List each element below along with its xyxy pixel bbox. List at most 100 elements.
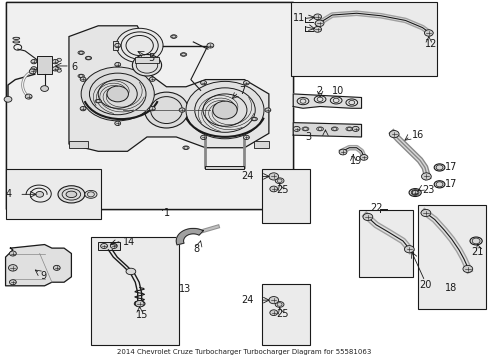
Text: 5: 5 — [148, 53, 154, 63]
Text: 19: 19 — [349, 156, 361, 166]
Circle shape — [52, 59, 58, 64]
Circle shape — [29, 69, 36, 74]
Text: 21: 21 — [470, 247, 483, 257]
Bar — [261, 284, 310, 345]
Text: 11: 11 — [293, 13, 305, 23]
Ellipse shape — [13, 41, 20, 43]
Circle shape — [80, 77, 86, 81]
Ellipse shape — [345, 99, 357, 106]
Text: 9: 9 — [41, 271, 47, 281]
Circle shape — [268, 173, 278, 180]
Ellipse shape — [66, 191, 77, 198]
Circle shape — [462, 265, 472, 273]
Text: 3: 3 — [305, 132, 311, 142]
Circle shape — [107, 86, 128, 102]
Text: 24: 24 — [241, 295, 253, 305]
Circle shape — [388, 131, 398, 138]
Circle shape — [81, 67, 154, 121]
Bar — [37, 56, 52, 74]
Circle shape — [8, 265, 17, 271]
Text: 16: 16 — [411, 130, 423, 140]
Circle shape — [185, 81, 264, 139]
Text: 7: 7 — [239, 86, 245, 96]
Text: 2014 Chevrolet Cruze Turbocharger Turbocharger Diagram for 55581063: 2014 Chevrolet Cruze Turbocharger Turboc… — [117, 349, 371, 355]
Circle shape — [269, 186, 277, 192]
Circle shape — [31, 67, 37, 71]
Ellipse shape — [170, 35, 177, 39]
Bar — [261, 169, 310, 223]
Text: 25: 25 — [276, 309, 288, 319]
Ellipse shape — [13, 37, 20, 40]
Bar — [290, 3, 436, 76]
Ellipse shape — [95, 99, 101, 103]
Circle shape — [315, 20, 324, 27]
Text: 20: 20 — [418, 280, 430, 290]
Circle shape — [206, 43, 213, 48]
Circle shape — [362, 213, 372, 221]
Ellipse shape — [57, 69, 61, 72]
Circle shape — [31, 59, 37, 64]
Circle shape — [269, 310, 277, 316]
Polygon shape — [5, 244, 71, 286]
Ellipse shape — [78, 51, 84, 54]
Polygon shape — [293, 94, 361, 108]
Text: 6: 6 — [71, 62, 78, 72]
Text: 17: 17 — [445, 179, 457, 189]
Bar — [113, 41, 118, 50]
Ellipse shape — [180, 53, 186, 56]
Text: 13: 13 — [179, 284, 191, 294]
Ellipse shape — [144, 92, 188, 128]
Circle shape — [411, 190, 417, 195]
Circle shape — [135, 301, 144, 307]
Bar — [91, 237, 178, 345]
Circle shape — [9, 280, 16, 285]
Bar — [69, 140, 88, 148]
Text: 24: 24 — [241, 171, 253, 181]
Polygon shape — [176, 228, 203, 245]
Circle shape — [313, 27, 321, 32]
Text: 10: 10 — [331, 86, 344, 96]
Ellipse shape — [433, 181, 444, 188]
Text: 18: 18 — [445, 283, 457, 293]
Circle shape — [212, 101, 237, 119]
Bar — [358, 211, 412, 277]
Ellipse shape — [433, 164, 444, 171]
Circle shape — [80, 107, 86, 111]
Circle shape — [424, 30, 432, 36]
Polygon shape — [293, 123, 361, 137]
Ellipse shape — [275, 178, 284, 184]
Ellipse shape — [58, 186, 84, 203]
Ellipse shape — [126, 268, 136, 275]
Bar — [5, 3, 293, 209]
Circle shape — [243, 81, 249, 85]
Circle shape — [200, 135, 206, 140]
Circle shape — [200, 81, 206, 85]
Text: 22: 22 — [369, 203, 382, 213]
Polygon shape — [69, 26, 268, 151]
Circle shape — [338, 149, 346, 155]
Circle shape — [52, 67, 58, 71]
Circle shape — [110, 243, 117, 248]
Ellipse shape — [85, 56, 91, 60]
Bar — [98, 242, 120, 250]
Bar — [205, 166, 244, 169]
Circle shape — [36, 192, 43, 197]
Ellipse shape — [297, 98, 308, 105]
Circle shape — [293, 126, 300, 131]
Text: 17: 17 — [445, 162, 457, 172]
Circle shape — [149, 77, 155, 81]
Text: 2: 2 — [316, 86, 322, 96]
Ellipse shape — [330, 97, 341, 104]
Bar — [417, 205, 485, 309]
Ellipse shape — [57, 58, 61, 62]
Circle shape — [421, 173, 430, 180]
Bar — [135, 57, 159, 63]
Bar — [5, 3, 293, 209]
Circle shape — [359, 154, 367, 160]
Ellipse shape — [275, 302, 284, 307]
Ellipse shape — [408, 189, 420, 197]
Text: 1: 1 — [163, 208, 170, 218]
Text: 12: 12 — [424, 39, 436, 49]
Circle shape — [351, 126, 358, 131]
Circle shape — [115, 62, 121, 67]
